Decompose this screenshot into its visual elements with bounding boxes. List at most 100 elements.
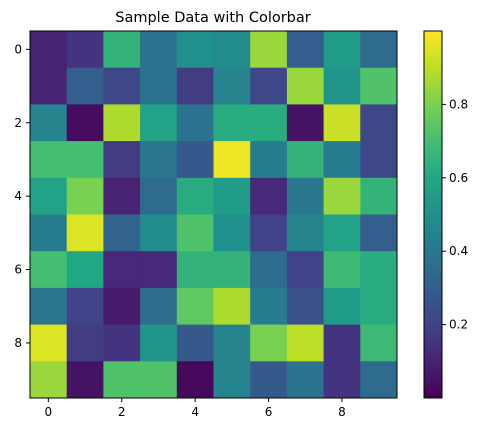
- heatmap-cell: [66, 104, 104, 142]
- heatmap-cell: [140, 251, 178, 289]
- heatmap-cell: [176, 177, 214, 215]
- heatmap-cell: [286, 177, 324, 215]
- heatmap-cell: [30, 361, 68, 399]
- heatmap-cell: [30, 214, 68, 252]
- y-tick-label: 8: [14, 336, 22, 350]
- heatmap-cell: [213, 177, 251, 215]
- heatmap-cell: [140, 177, 178, 215]
- heatmap-cell: [286, 141, 324, 179]
- heatmap-cell: [286, 324, 324, 362]
- heatmap-cell: [323, 141, 361, 179]
- heatmap-cell: [176, 251, 214, 289]
- heatmap-cell: [103, 104, 141, 142]
- heatmap-cell: [213, 104, 251, 142]
- heatmap-cell: [250, 251, 288, 289]
- heatmap-cell: [30, 324, 68, 362]
- heatmap-cell: [140, 287, 178, 325]
- heatmap-cell: [30, 67, 68, 105]
- heatmap-cell: [176, 214, 214, 252]
- colorbar-tick-label: 0.8: [449, 97, 468, 111]
- colorbar-frame: [423, 30, 443, 399]
- heatmap-cell: [213, 361, 251, 399]
- heatmap-cell: [250, 177, 288, 215]
- heatmap-cell: [323, 214, 361, 252]
- heatmap-cell: [213, 324, 251, 362]
- heatmap-frame: [29, 30, 398, 399]
- heatmap-cell: [66, 361, 104, 399]
- colorbar-tick-label: 0.4: [449, 244, 468, 258]
- heatmap-cell: [140, 214, 178, 252]
- heatmap-cells: [30, 31, 398, 399]
- heatmap-cell: [30, 287, 68, 325]
- heatmap-cell: [30, 31, 68, 69]
- y-tick-label: 6: [14, 263, 22, 277]
- heatmap-cell: [213, 251, 251, 289]
- heatmap-cell: [250, 214, 288, 252]
- heatmap-cell: [286, 104, 324, 142]
- heatmap-cell: [360, 67, 398, 105]
- heatmap-cell: [140, 67, 178, 105]
- heatmap-cell: [213, 31, 251, 69]
- heatmap-cell: [140, 141, 178, 179]
- x-tick-label: 6: [265, 405, 273, 419]
- heatmap-cell: [213, 141, 251, 179]
- colorbar-axis: 0.2 0.4 0.6 0.8: [442, 97, 468, 332]
- heatmap-cell: [213, 214, 251, 252]
- heatmap-cell: [176, 287, 214, 325]
- heatmap-cell: [66, 177, 104, 215]
- heatmap-cell: [66, 324, 104, 362]
- heatmap-cell: [66, 214, 104, 252]
- heatmap-cell: [286, 31, 324, 69]
- heatmap-cell: [286, 67, 324, 105]
- heatmap-cell: [286, 214, 324, 252]
- heatmap-cell: [30, 177, 68, 215]
- heatmap-cell: [360, 31, 398, 69]
- x-tick-label: 4: [191, 405, 199, 419]
- heatmap-cell: [360, 324, 398, 362]
- heatmap-cell: [66, 251, 104, 289]
- heatmap-cell: [30, 251, 68, 289]
- heatmap-cell: [323, 361, 361, 399]
- heatmap-cell: [103, 31, 141, 69]
- heatmap-cell: [360, 287, 398, 325]
- heatmap-cell: [213, 287, 251, 325]
- heatmap-cell: [360, 214, 398, 252]
- heatmap-cell: [250, 287, 288, 325]
- colorbar-tick-label: 0.2: [449, 318, 468, 332]
- heatmap-cell: [66, 31, 104, 69]
- heatmap-cell: [250, 31, 288, 69]
- colorbar: [424, 31, 442, 398]
- heatmap-cell: [323, 67, 361, 105]
- heatmap-cell: [66, 67, 104, 105]
- heatmap-cell: [66, 287, 104, 325]
- heatmap-cell: [323, 177, 361, 215]
- x-axis: 0 2 4 6 8: [45, 398, 346, 419]
- heatmap-cell: [360, 251, 398, 289]
- x-tick-label: 0: [45, 405, 53, 419]
- heatmap-cell: [103, 141, 141, 179]
- heatmap-cell: [323, 104, 361, 142]
- y-tick-label: 2: [14, 116, 22, 130]
- heatmap-cell: [323, 31, 361, 69]
- heatmap-cell: [103, 67, 141, 105]
- heatmap-cell: [176, 67, 214, 105]
- heatmap-cell: [250, 324, 288, 362]
- heatmap-cell: [176, 31, 214, 69]
- heatmap-cell: [360, 104, 398, 142]
- heatmap-cell: [250, 104, 288, 142]
- heatmap-cell: [360, 141, 398, 179]
- heatmap-cell: [103, 361, 141, 399]
- heatmap-cell: [213, 67, 251, 105]
- heatmap-cell: [103, 214, 141, 252]
- x-tick-label: 8: [338, 405, 346, 419]
- heatmap-cell: [103, 324, 141, 362]
- y-tick-label: 4: [14, 189, 22, 203]
- heatmap-cell: [30, 141, 68, 179]
- heatmap-cell: [360, 177, 398, 215]
- heatmap-cell: [176, 141, 214, 179]
- heatmap-cell: [360, 361, 398, 399]
- heatmap-cell: [140, 324, 178, 362]
- heatmap-cell: [103, 177, 141, 215]
- heatmap-cell: [103, 251, 141, 289]
- heatmap-cell: [250, 67, 288, 105]
